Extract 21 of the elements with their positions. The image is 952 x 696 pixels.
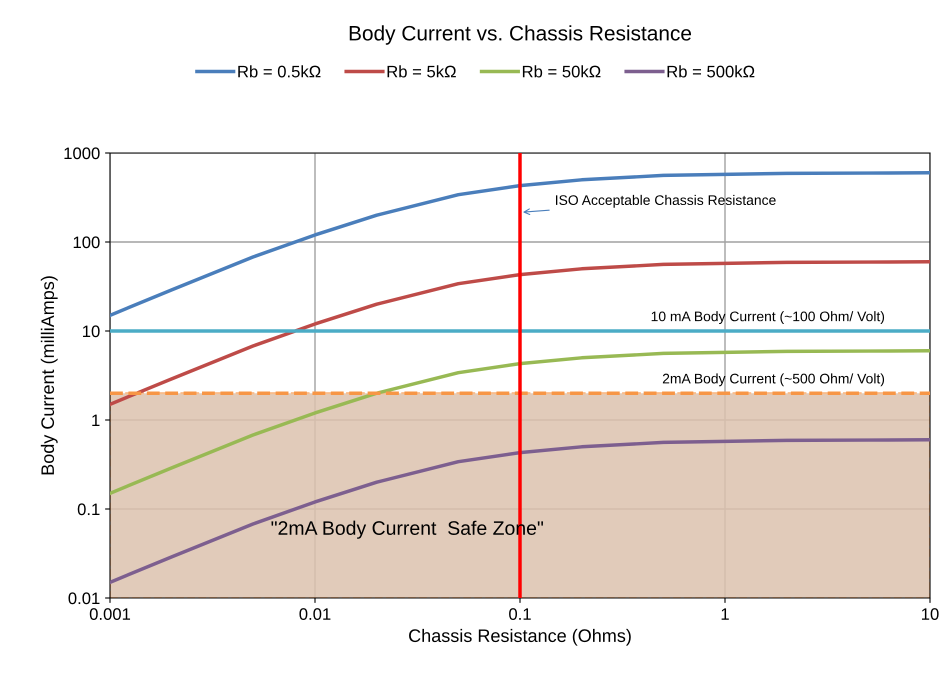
ref-line-label: 2mA Body Current (~500 Ohm/ Volt)	[662, 373, 884, 386]
legend-label: Rb = 5kΩ	[388, 65, 456, 78]
chart-title: Body Current vs. Chassis Resistance	[350, 25, 692, 45]
ref-line-label: 10 mA Body Current (~100 Ohm/ Volt)	[652, 311, 884, 324]
y-tick-label: 1	[92, 414, 100, 426]
y-tick-label: 1000	[64, 147, 100, 160]
annotation: ISO Acceptable Chassis Resistance	[556, 194, 776, 208]
y-tick-label: 0.01	[68, 592, 100, 604]
y-axis-title: Body Current (milliAmps)	[40, 276, 58, 474]
legend-label: Rb = 0.5kΩ	[238, 65, 320, 78]
x-axis-title: Chassis Resistance (Ohms)	[409, 628, 631, 646]
x-tick-label: 0.001	[90, 608, 130, 620]
x-tick-label: 0.1	[509, 608, 531, 620]
x-tick-label: 1	[722, 608, 729, 620]
y-tick-label: 10	[83, 325, 100, 338]
y-tick-label: 100	[74, 236, 100, 248]
x-tick-label: 0.01	[299, 608, 330, 620]
x-tick-label: 10	[922, 608, 939, 620]
legend-label: Rb = 500kΩ	[668, 65, 754, 78]
y-tick-label: 0.1	[78, 503, 100, 516]
legend-label: Rb = 50kΩ	[522, 65, 600, 78]
